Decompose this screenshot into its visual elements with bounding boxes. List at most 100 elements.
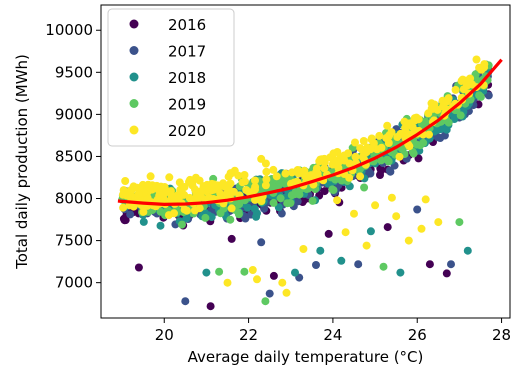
legend-label: 2018	[168, 69, 206, 87]
data-point	[248, 266, 257, 274]
legend-label: 2020	[168, 122, 206, 140]
data-point	[425, 260, 434, 269]
legend-marker	[129, 72, 139, 82]
data-point	[433, 133, 442, 142]
data-point	[185, 193, 194, 202]
data-point	[412, 113, 421, 122]
data-point	[340, 156, 349, 165]
data-point	[395, 152, 404, 161]
data-point	[204, 185, 213, 194]
data-point	[484, 91, 493, 100]
data-point	[216, 189, 225, 198]
data-point	[265, 289, 274, 298]
data-point	[329, 149, 338, 158]
data-point	[262, 175, 271, 184]
y-axis-label: Total daily production (MWh)	[13, 54, 31, 270]
fit-curve-layer	[117, 58, 503, 206]
data-point	[299, 245, 308, 253]
data-point	[459, 85, 468, 94]
data-point	[383, 121, 392, 130]
legend-marker	[129, 46, 139, 55]
data-point	[362, 241, 371, 250]
data-point	[182, 214, 191, 223]
data-point	[240, 171, 249, 179]
data-point	[341, 228, 350, 237]
data-point	[475, 91, 484, 100]
data-point	[119, 203, 128, 212]
data-point	[308, 196, 317, 205]
data-point	[226, 215, 235, 224]
data-point	[121, 177, 130, 185]
legend-label: 2017	[168, 43, 206, 61]
data-point	[316, 246, 325, 255]
data-point	[408, 123, 417, 132]
data-point	[180, 205, 189, 214]
data-point	[144, 180, 153, 189]
data-point	[359, 137, 368, 145]
data-point	[412, 140, 421, 149]
data-point	[191, 185, 199, 194]
data-point	[366, 227, 375, 236]
data-point	[276, 194, 285, 203]
data-point	[202, 268, 211, 277]
data-point	[471, 70, 480, 79]
data-point	[281, 169, 290, 178]
data-point	[293, 189, 301, 197]
data-point	[425, 130, 433, 139]
data-point	[234, 208, 243, 217]
data-point	[367, 134, 376, 143]
y-tick-label: 8000	[55, 190, 93, 208]
legend-label: 2016	[168, 16, 206, 34]
data-point	[329, 186, 338, 195]
data-point	[223, 183, 232, 192]
data-point	[451, 85, 460, 94]
data-point	[257, 238, 266, 247]
data-point	[477, 65, 486, 74]
data-point	[320, 164, 329, 173]
data-point	[261, 181, 270, 190]
data-point	[362, 147, 371, 156]
data-point	[312, 261, 320, 269]
data-point	[178, 220, 186, 229]
y-tick-label: 8500	[55, 147, 93, 165]
legend-marker	[129, 19, 139, 29]
data-point	[269, 165, 278, 174]
data-point	[360, 183, 369, 192]
data-point	[371, 201, 380, 210]
data-point	[315, 157, 324, 166]
data-point	[253, 209, 261, 218]
data-point	[450, 115, 459, 123]
data-point	[413, 205, 422, 214]
data-point	[156, 207, 165, 216]
data-point	[320, 187, 329, 196]
data-point	[337, 256, 346, 265]
data-point	[421, 117, 430, 126]
data-point	[310, 171, 319, 180]
data-point	[134, 263, 143, 272]
data-point	[382, 134, 391, 143]
data-point	[206, 302, 215, 311]
data-point	[333, 196, 342, 205]
data-point	[383, 223, 392, 232]
data-point	[235, 200, 244, 209]
data-point	[465, 75, 474, 84]
data-point	[350, 209, 358, 218]
data-point	[383, 155, 392, 164]
data-point	[278, 278, 287, 287]
data-point	[186, 175, 194, 184]
data-point	[401, 123, 410, 132]
x-axis-label: Average daily temperature (°C)	[188, 348, 424, 366]
data-point	[240, 267, 249, 276]
data-point	[227, 234, 236, 243]
data-point	[376, 171, 384, 179]
data-point	[238, 178, 247, 187]
data-point	[366, 169, 375, 178]
legend-marker	[129, 99, 139, 108]
y-tick-label: 7000	[55, 274, 93, 292]
y-tick-label: 7500	[55, 232, 93, 250]
data-point	[139, 207, 148, 216]
data-point	[386, 167, 395, 176]
data-point	[156, 221, 165, 230]
data-point	[387, 193, 396, 202]
